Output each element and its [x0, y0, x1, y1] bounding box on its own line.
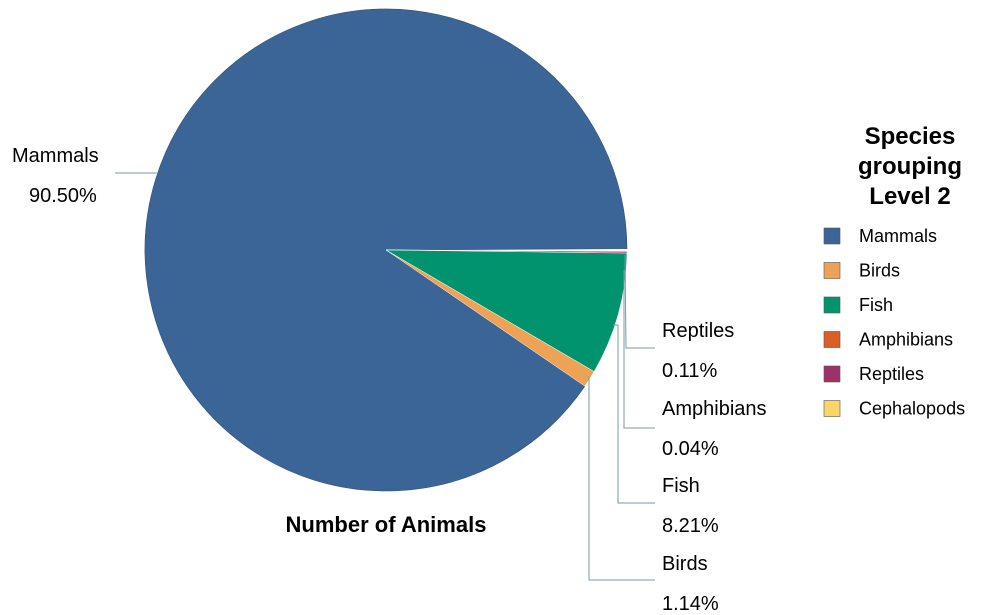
leader-line-fish [613, 324, 655, 504]
legend-title-line-1: Species [865, 123, 956, 150]
legend-swatch-cephalopods [823, 400, 841, 417]
legend-swatch-amphibians [823, 331, 841, 348]
leader-line-birds [588, 376, 655, 581]
data-label-reptiles-name: Reptiles [662, 320, 734, 342]
data-label-birds-name: Birds [662, 553, 708, 575]
legend-label-reptiles: Reptiles [859, 364, 924, 384]
leader-line-reptiles [624, 254, 655, 349]
pie-slices [144, 8, 628, 492]
leader-lines [115, 172, 655, 581]
legend-label-amphibians: Amphibians [859, 330, 953, 350]
data-label-reptiles-percent: 0.11% [662, 360, 717, 382]
data-label-fish-percent: 8.21% [662, 515, 719, 537]
pie-slice-mammals [144, 8, 628, 492]
data-label-mammals-percent: 90.50% [29, 185, 97, 207]
legend-swatch-birds [823, 262, 841, 279]
pie-slice-fish [385, 249, 628, 372]
data-label-fish-name: Fish [662, 475, 700, 497]
chart-title: Number of Animals [286, 512, 487, 537]
legend-title-line-2: grouping [858, 153, 962, 180]
leader-line-amphibians [623, 270, 655, 429]
legend-swatch-mammals [823, 227, 841, 245]
legend-title-line-3: Level 2 [869, 183, 950, 210]
legend-swatch-reptiles [823, 365, 841, 383]
data-label-amphibians-name: Amphibians [662, 398, 767, 420]
data-label-amphibians-percent: 0.04% [662, 438, 719, 460]
legend-swatch-fish [823, 296, 841, 314]
legend-items: Mammals Birds Fish Amphibians Reptiles Cephal… [823, 226, 965, 419]
legend-label-birds: Birds [859, 261, 900, 281]
legend-label-fish: Fish [859, 295, 893, 315]
legend-label-cephalopods: Cephalopods [859, 399, 965, 419]
pie-slice-birds [385, 249, 595, 387]
legend: Species grouping Level 2 Mammals Birds Fis… [823, 123, 965, 419]
legend-label-mammals: Mammals [859, 226, 937, 246]
data-label-mammals-name: Mammals [12, 145, 99, 167]
data-label-birds-percent: 1.14% [662, 593, 719, 615]
